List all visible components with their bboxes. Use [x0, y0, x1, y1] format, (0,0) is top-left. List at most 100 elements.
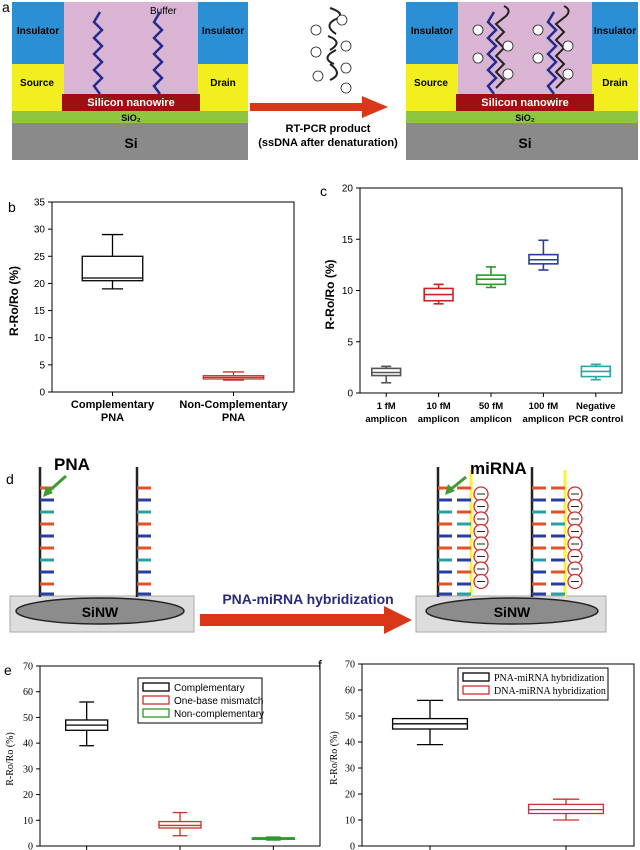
insulator-left — [406, 2, 458, 64]
x-tick-label: Complementary — [71, 399, 155, 411]
buffer-label: Buffer — [150, 6, 177, 17]
chart-e: 0 10 20 30 40 50 60 70 R-Ro/Ro (%) Complementary O… — [5, 662, 321, 850]
insulator-right-label: Insulator — [594, 26, 636, 37]
pna-pointer — [47, 474, 67, 494]
y-tick-label: 30 — [23, 764, 33, 775]
ssdna-product — [310, 7, 352, 94]
plot-frame — [361, 663, 635, 847]
insulator-left-label: Insulator — [411, 26, 453, 37]
y-axis-label: R-Ro/Ro (%) — [5, 732, 16, 786]
y-tick-label: 0 — [347, 389, 353, 400]
mirna-pointer — [449, 475, 467, 492]
y-tick-label: 15 — [34, 306, 46, 317]
y-tick-label: 35 — [34, 198, 46, 209]
legend-swatch — [142, 708, 170, 718]
x-tick-label: Non-Complementary — [179, 399, 288, 411]
sio2-layer — [406, 111, 638, 123]
sinw-right-label: SiNW — [494, 604, 531, 620]
y-tick-label: 60 — [345, 686, 355, 697]
y-tick-label: 40 — [23, 739, 33, 750]
drain-label: Drain — [210, 78, 236, 89]
sio2-layer — [12, 111, 248, 123]
si-label: Si — [124, 135, 137, 151]
mirna-pointer-head — [445, 484, 455, 495]
mirna-label: miRNA — [470, 459, 527, 478]
sio2-label: SiO₂ — [121, 113, 141, 123]
legend-label: DNA-miRNA hybridization — [494, 686, 606, 697]
y-tick-label: 10 — [23, 816, 33, 827]
probe-strand-2 — [152, 11, 164, 95]
y-tick-label: 0 — [39, 388, 45, 399]
legend-label: Complementary — [174, 683, 245, 694]
sensor-after: SiNW miRNA — [415, 459, 607, 633]
x-tick-label: 50 fM — [479, 401, 503, 412]
sinw-right — [425, 597, 599, 625]
y-tick-label: 40 — [345, 738, 355, 749]
x-tick-label: amplicon — [365, 414, 407, 425]
legend-label: PNA-miRNA hybridization — [494, 673, 604, 684]
probe-strand-1 — [486, 11, 498, 95]
y-tick-label: 60 — [23, 687, 33, 698]
sio2-label: SiO₂ — [515, 113, 535, 123]
y-tick-label: 50 — [23, 713, 33, 724]
y-tick-label: 5 — [347, 337, 353, 348]
panel-letter-e: e — [4, 662, 12, 678]
sinw-left — [15, 597, 185, 625]
source-label: Source — [20, 78, 54, 89]
device-after: Insulator Insulator Source Drain Silicon… — [406, 2, 638, 160]
box — [81, 255, 144, 282]
y-tick-label: 0 — [350, 842, 355, 850]
y-tick-label: 20 — [34, 279, 46, 290]
pna-label: PNA — [54, 455, 90, 474]
x-tick-label: amplicon — [470, 414, 512, 425]
plot-frame — [359, 187, 623, 394]
panel-letter-a: a — [2, 0, 10, 15]
arrow-label-a-1: RT-PCR product — [286, 123, 371, 135]
reaction-arrow-a — [250, 96, 388, 118]
y-tick-label: 15 — [342, 235, 354, 246]
silicon-nanowire — [62, 94, 200, 111]
panel-letter-b: b — [8, 199, 16, 215]
y-tick-label: 50 — [345, 712, 355, 723]
nanowire-label: Silicon nanowire — [481, 97, 568, 109]
y-tick-label: 30 — [34, 225, 46, 236]
plot-frame — [51, 201, 295, 393]
pna-pointer-head — [43, 486, 53, 497]
target-strand-2 — [554, 5, 570, 89]
chart-c: 0 5 10 15 20 R-Ro/Ro (%) 1 fM amplicon 10 fM ampl… — [323, 184, 623, 426]
y-tick-label: 10 — [34, 333, 46, 344]
legend-label: One-base mismatch — [174, 696, 263, 707]
insulator-right — [198, 2, 248, 64]
source-label: Source — [414, 78, 448, 89]
y-tick-label: 30 — [345, 764, 355, 775]
si-substrate — [406, 123, 638, 160]
panel-letter-c: c — [320, 183, 327, 199]
insulator-right-label: Insulator — [202, 26, 244, 37]
si-label: Si — [518, 135, 531, 151]
insulator-left — [12, 2, 64, 64]
legend-label: Non-complementary — [174, 709, 264, 720]
y-tick-label: 10 — [345, 816, 355, 827]
x-tick-label: PNA — [101, 412, 124, 424]
insulator-left-label: Insulator — [17, 26, 59, 37]
buffer-region — [64, 2, 198, 94]
target-strand-1 — [494, 5, 510, 89]
x-tick-label: 100 fM — [529, 401, 559, 412]
chart-f: 0 10 20 30 40 50 60 70 R-Ro/Ro (%) PNA-miRNA hybr… — [329, 660, 635, 850]
ssdna-strand — [326, 7, 341, 81]
panel-letter-d: d — [6, 471, 14, 487]
y-tick-label: 25 — [34, 252, 46, 263]
sinw-left-label: SiNW — [82, 604, 119, 620]
y-tick-label: 70 — [23, 662, 33, 673]
si-substrate — [12, 123, 248, 160]
legend-swatch — [462, 685, 490, 695]
legend-swatch — [142, 682, 170, 692]
nanowire-label: Silicon nanowire — [87, 97, 174, 109]
y-axis-label: R-Ro/Ro (%) — [323, 260, 337, 330]
y-tick-label: 70 — [345, 660, 355, 671]
device-before: Insulator Insulator Buffer Source Drain … — [12, 2, 248, 160]
x-tick-label: amplicon — [418, 414, 460, 425]
hybrid-bases — [438, 486, 565, 596]
